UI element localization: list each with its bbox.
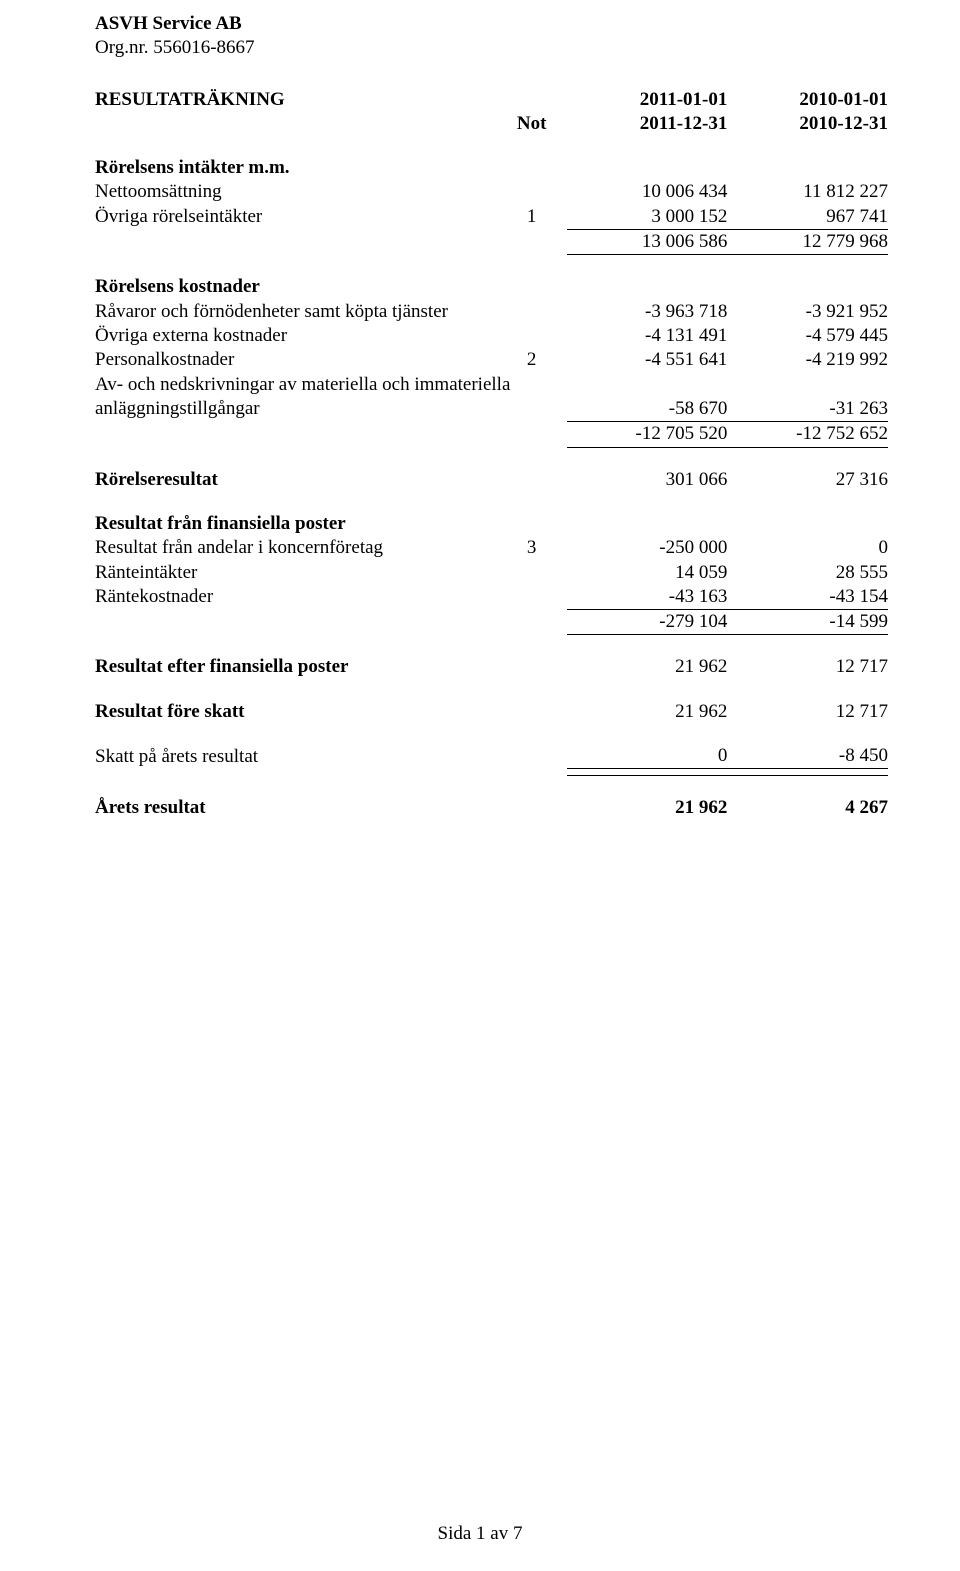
int-exp-v2: -43 154 xyxy=(727,585,888,610)
depr-label-1: Av- och nedskrivningar av materiella och… xyxy=(95,373,888,397)
pers-v2: -4 219 992 xyxy=(727,348,888,372)
depr-row-1: Av- och nedskrivningar av materiella och… xyxy=(95,373,888,397)
pers-note: 2 xyxy=(497,348,567,372)
depr-row-2: anläggningstillgångar -58 670 -31 263 xyxy=(95,397,888,422)
cost-total-v2: -12 752 652 xyxy=(727,422,888,447)
period2-end: 2010-12-31 xyxy=(727,112,888,136)
report-title: RESULTATRÄKNING xyxy=(95,88,497,112)
net-result-v2: 4 267 xyxy=(727,796,888,820)
int-exp-label: Räntekostnader xyxy=(95,585,497,610)
int-exp-v1: -43 163 xyxy=(567,585,728,610)
assoc-v1: -250 000 xyxy=(567,536,728,560)
ext-label: Övriga externa kostnader xyxy=(95,324,497,348)
net-result-label: Årets resultat xyxy=(95,796,497,820)
period2-start: 2010-01-01 xyxy=(727,88,888,112)
pers-label: Personalkostnader xyxy=(95,348,497,372)
after-fin-v1: 21 962 xyxy=(567,655,728,679)
ext-v1: -4 131 491 xyxy=(567,324,728,348)
assoc-v2: 0 xyxy=(727,536,888,560)
assoc-row: Resultat från andelar i koncernföretag 3… xyxy=(95,536,888,560)
raw-row: Råvaror och förnödenheter samt köpta tjä… xyxy=(95,300,888,324)
int-inc-label: Ränteintäkter xyxy=(95,561,497,585)
pre-tax-v1: 21 962 xyxy=(567,700,728,724)
income-statement-table: RESULTATRÄKNING 2011-01-01 2010-01-01 No… xyxy=(95,88,888,821)
note-header: Not xyxy=(497,112,567,136)
assoc-note: 3 xyxy=(497,536,567,560)
ext-row: Övriga externa kostnader -4 131 491 -4 5… xyxy=(95,324,888,348)
fin-total-row: -279 104 -14 599 xyxy=(95,610,888,635)
pre-tax-v2: 12 717 xyxy=(727,700,888,724)
cost-total-row: -12 705 520 -12 752 652 xyxy=(95,422,888,447)
int-inc-v2: 28 555 xyxy=(727,561,888,585)
depr-v2: -31 263 xyxy=(727,397,888,422)
tax-row: Skatt på årets resultat 0 -8 450 xyxy=(95,744,888,769)
period1-start: 2011-01-01 xyxy=(567,88,728,112)
pre-tax-row: Resultat före skatt 21 962 12 717 xyxy=(95,700,888,724)
int-inc-row: Ränteintäkter 14 059 28 555 xyxy=(95,561,888,585)
other-revenue-note: 1 xyxy=(497,205,567,230)
page-footer: Sida 1 av 7 xyxy=(0,1523,960,1545)
depr-label-2: anläggningstillgångar xyxy=(95,397,497,422)
other-revenue-label: Övriga rörelseintäkter xyxy=(95,205,497,230)
assoc-label: Resultat från andelar i koncernföretag xyxy=(95,536,497,560)
page: ASVH Service AB Org.nr. 556016-8667 RESU… xyxy=(0,0,960,1571)
pers-row: Personalkostnader 2 -4 551 641 -4 219 99… xyxy=(95,348,888,372)
operating-result-v1: 301 066 xyxy=(567,468,728,492)
costs-header: Rörelsens kostnader xyxy=(95,275,497,299)
company-name: ASVH Service AB xyxy=(95,12,888,36)
net-sales-row: Nettoomsättning 10 006 434 11 812 227 xyxy=(95,180,888,204)
after-fin-row: Resultat efter finansiella poster 21 962… xyxy=(95,655,888,679)
raw-v1: -3 963 718 xyxy=(567,300,728,324)
revenue-total-v1: 13 006 586 xyxy=(567,230,728,255)
other-revenue-v1: 3 000 152 xyxy=(567,205,728,230)
raw-v2: -3 921 952 xyxy=(727,300,888,324)
tax-v2: -8 450 xyxy=(727,744,888,769)
ext-v2: -4 579 445 xyxy=(727,324,888,348)
revenue-header: Rörelsens intäkter m.m. xyxy=(95,156,497,180)
net-sales-v2: 11 812 227 xyxy=(727,180,888,204)
fin-total-v1: -279 104 xyxy=(567,610,728,635)
revenue-total-row: 13 006 586 12 779 968 xyxy=(95,230,888,255)
tax-label: Skatt på årets resultat xyxy=(95,744,497,769)
after-fin-label: Resultat efter finansiella poster xyxy=(95,655,497,679)
operating-result-label: Rörelseresultat xyxy=(95,468,497,492)
net-sales-label: Nettoomsättning xyxy=(95,180,497,204)
other-revenue-v2: 967 741 xyxy=(727,205,888,230)
financial-header: Resultat från finansiella poster xyxy=(95,512,497,536)
int-exp-row: Räntekostnader -43 163 -43 154 xyxy=(95,585,888,610)
other-revenue-row: Övriga rörelseintäkter 1 3 000 152 967 7… xyxy=(95,205,888,230)
pre-tax-label: Resultat före skatt xyxy=(95,700,497,724)
header-row-2: Not 2011-12-31 2010-12-31 xyxy=(95,112,888,136)
header-row-1: RESULTATRÄKNING 2011-01-01 2010-01-01 xyxy=(95,88,888,112)
period1-end: 2011-12-31 xyxy=(567,112,728,136)
org-number: Org.nr. 556016-8667 xyxy=(95,36,888,60)
net-result-v1: 21 962 xyxy=(567,796,728,820)
int-inc-v1: 14 059 xyxy=(567,561,728,585)
net-result-row: Årets resultat 21 962 4 267 xyxy=(95,796,888,820)
cost-total-v1: -12 705 520 xyxy=(567,422,728,447)
operating-result-row: Rörelseresultat 301 066 27 316 xyxy=(95,468,888,492)
fin-total-v2: -14 599 xyxy=(727,610,888,635)
operating-result-v2: 27 316 xyxy=(727,468,888,492)
revenue-total-v2: 12 779 968 xyxy=(727,230,888,255)
revenue-header-row: Rörelsens intäkter m.m. xyxy=(95,156,888,180)
net-sales-v1: 10 006 434 xyxy=(567,180,728,204)
raw-label: Råvaror och förnödenheter samt köpta tjä… xyxy=(95,300,497,324)
financial-header-row: Resultat från finansiella poster xyxy=(95,512,888,536)
tax-v1: 0 xyxy=(567,744,728,769)
depr-v1: -58 670 xyxy=(567,397,728,422)
costs-header-row: Rörelsens kostnader xyxy=(95,275,888,299)
after-fin-v2: 12 717 xyxy=(727,655,888,679)
pers-v1: -4 551 641 xyxy=(567,348,728,372)
